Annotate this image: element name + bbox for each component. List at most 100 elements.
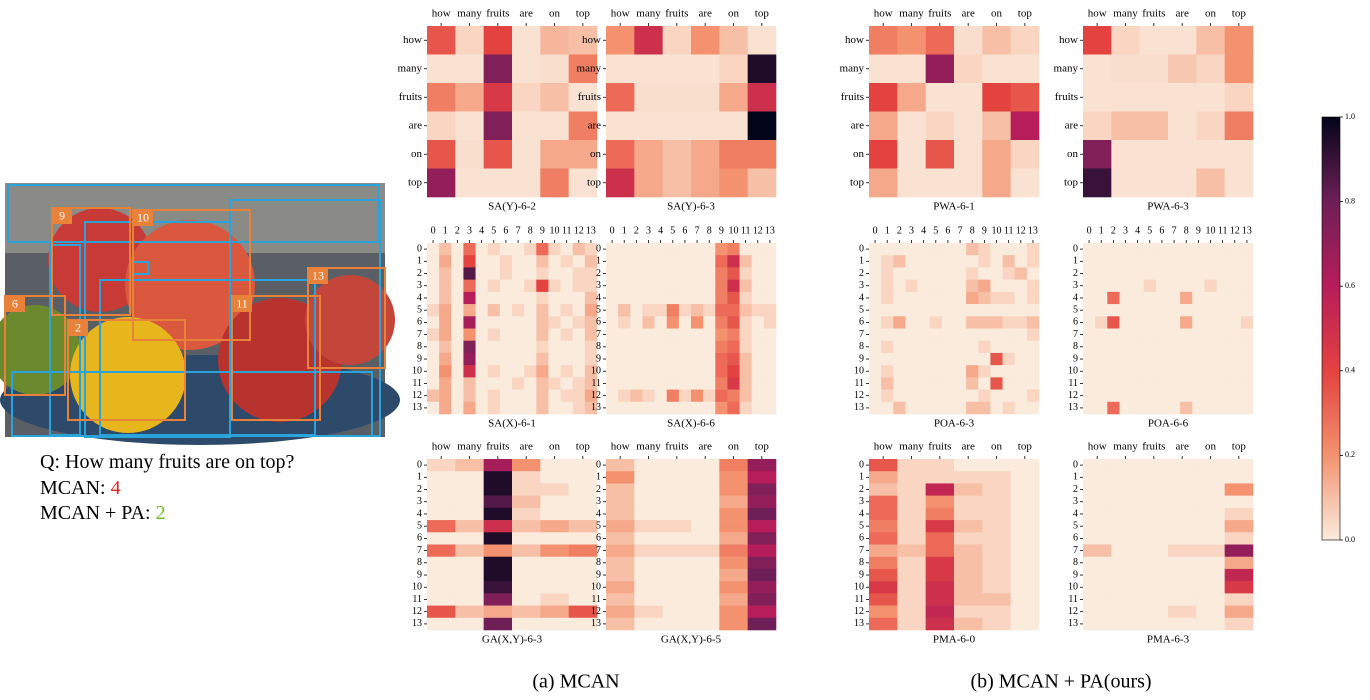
heatmap-cell [727, 243, 739, 256]
y-tick-label: 0 [1073, 243, 1078, 254]
heatmap-cell [752, 292, 764, 305]
y-tick-label: 2 [596, 484, 601, 495]
heatmap-cell [1204, 390, 1216, 403]
colorbar-tick-label: 0.6 [1345, 281, 1355, 290]
heatmap-cell [897, 483, 926, 496]
heatmap-cell [897, 581, 926, 594]
heatmap-cell [990, 255, 1002, 268]
heatmap-cell [982, 593, 1011, 606]
heatmap-cell [1107, 329, 1119, 342]
heatmap-cell [1015, 402, 1027, 415]
heatmap-cell [691, 483, 720, 496]
heatmap-cell [1119, 365, 1131, 378]
heatmap-cell [427, 471, 456, 484]
heatmap-cell [926, 140, 955, 169]
qa-text: Q: How many fruits are on top? MCAN: 4 M… [40, 450, 294, 527]
heatmap-cell [703, 304, 715, 317]
heatmap-cell [1119, 280, 1131, 293]
y-tick-label: 9 [417, 353, 422, 364]
heatmap-cell [618, 377, 630, 390]
heatmap-cell [561, 316, 573, 329]
heatmap-cell [1083, 545, 1112, 558]
heatmap-cell [1107, 280, 1119, 293]
y-tick-label: fruits [399, 91, 422, 103]
heatmap-cell [905, 304, 917, 317]
heatmap-cell [1241, 267, 1253, 280]
heatmap-cell [905, 353, 917, 366]
y-tick-label: 0 [596, 459, 601, 470]
heatmap-cell [536, 377, 548, 390]
heatmap-cell [954, 280, 966, 293]
heatmap-cell [455, 26, 484, 55]
heatmap-cell [691, 390, 703, 403]
heatmap-cell [1095, 377, 1107, 390]
heatmap-cell [990, 365, 1002, 378]
heatmap-cell [1140, 496, 1169, 509]
heatmap-cell [427, 304, 439, 317]
y-tick-label: 10 [854, 366, 864, 377]
x-tick-label: on [1205, 441, 1217, 453]
heatmap-cell [606, 341, 618, 354]
x-tick-label: top [1018, 441, 1033, 453]
heatmap-cell [1180, 365, 1192, 378]
heatmap-cell [455, 557, 484, 570]
heatmap-title: SA(Y)-6-2 [488, 201, 536, 213]
y-tick-label: 12 [591, 606, 601, 617]
heatmap-cell [881, 341, 893, 354]
heatmap-cell [1241, 304, 1253, 317]
heatmap-cell [1180, 280, 1192, 293]
y-tick-label: 12 [854, 606, 864, 617]
heatmap-cell [1180, 267, 1192, 280]
heatmap-cell [869, 496, 898, 509]
heatmap-cell [667, 267, 679, 280]
heatmap-cell [954, 377, 966, 390]
heatmap-cell [1011, 581, 1040, 594]
heatmap-cell [918, 341, 930, 354]
heatmap-cell [942, 292, 954, 305]
heatmap-cell [1111, 545, 1140, 558]
heatmap-cell [1225, 169, 1254, 198]
heatmap-cell [1241, 353, 1253, 366]
heatmap-cell [966, 243, 978, 256]
heatmap-cell [663, 169, 692, 198]
y-tick-label: 11 [412, 378, 422, 389]
heatmap-cell [1107, 316, 1119, 329]
box-label: 13 [312, 268, 324, 282]
heatmap-cell [655, 292, 667, 305]
heatmap-cell [978, 267, 990, 280]
heatmap-cell [618, 243, 630, 256]
x-tick-label: are [519, 8, 533, 20]
heatmap-cell [1083, 267, 1095, 280]
heatmap-cell [1119, 390, 1131, 403]
x-tick-label: on [991, 441, 1003, 453]
heatmap-cell [476, 304, 488, 317]
y-tick-label: how [1059, 34, 1078, 46]
heatmap-cell [540, 459, 569, 472]
heatmap-cell [1196, 496, 1225, 509]
heatmap-cell [978, 353, 990, 366]
heatmap-cell [512, 365, 524, 378]
heatmap-cell [1003, 255, 1015, 268]
heatmap-cell [764, 280, 776, 293]
heatmap-cell [476, 353, 488, 366]
heatmap-cell [926, 532, 955, 545]
heatmap-cell [606, 390, 618, 403]
heatmap-cell [463, 243, 475, 256]
heatmap-cell [1204, 329, 1216, 342]
heatmap-title: PWA-6-3 [1147, 201, 1189, 213]
heatmap-cell [1196, 508, 1225, 521]
heatmap-cell [764, 304, 776, 317]
heatmap-cell [540, 55, 569, 84]
heatmap-cell [1003, 402, 1015, 415]
heatmap-cell [455, 140, 484, 169]
heatmap-cell [1217, 292, 1229, 305]
heatmap-cell [966, 402, 978, 415]
heatmap-cell [655, 267, 667, 280]
heatmap-cell [573, 329, 585, 342]
heatmap-cell [606, 557, 635, 570]
y-tick-label: 4 [417, 508, 422, 519]
heatmap-cell [536, 243, 548, 256]
heatmap-cell [484, 593, 513, 606]
heatmap-cell [715, 243, 727, 256]
heatmap-cell [618, 304, 630, 317]
